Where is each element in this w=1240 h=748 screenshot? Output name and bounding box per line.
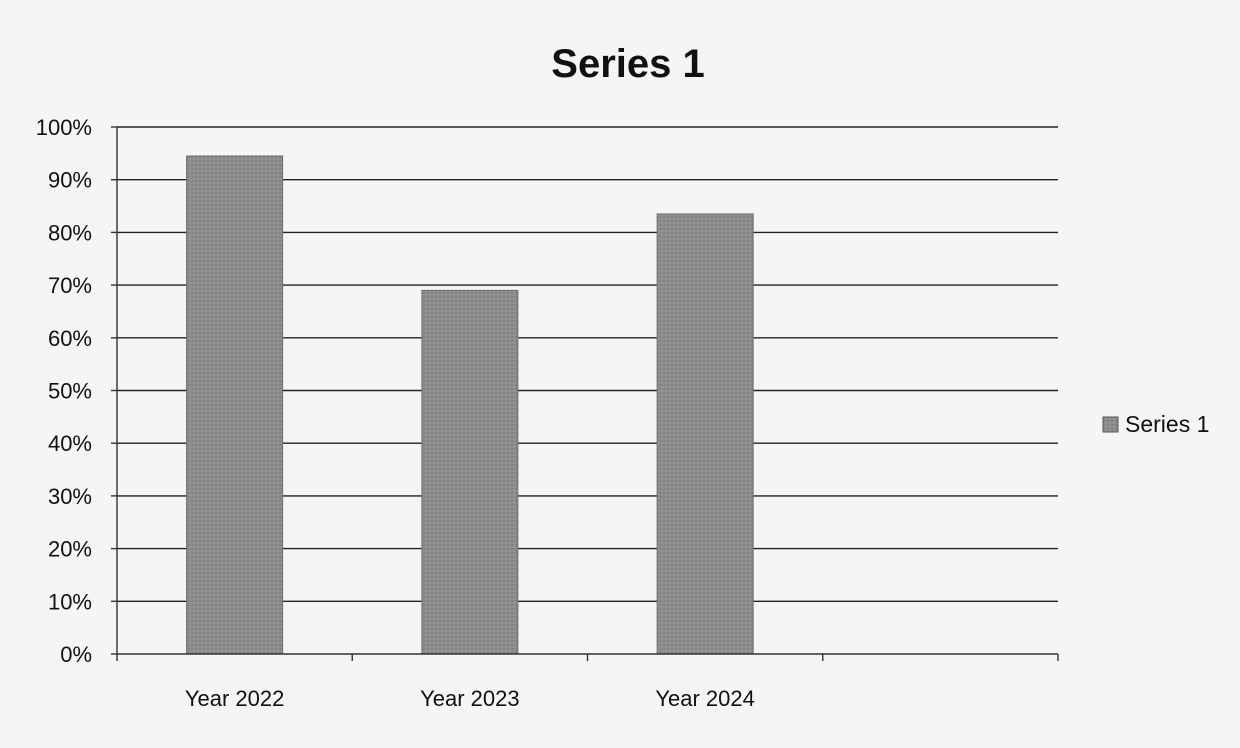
y-tick-label: 70% — [48, 273, 92, 298]
y-tick-label: 80% — [48, 220, 92, 245]
x-tick-label: Year 2022 — [185, 686, 285, 711]
x-tick-label: Year 2023 — [420, 686, 520, 711]
y-tick-label: 20% — [48, 537, 92, 562]
y-tick-label: 50% — [48, 379, 92, 404]
bar — [656, 213, 754, 655]
legend: Series 1 — [1102, 411, 1209, 437]
y-tick-label: 30% — [48, 484, 92, 509]
chart-title: Series 1 — [551, 42, 704, 86]
y-tick-label: 90% — [48, 168, 92, 193]
bar — [186, 155, 284, 655]
bars — [186, 155, 754, 655]
axes — [116, 127, 1059, 661]
x-tick-label: Year 2024 — [655, 686, 755, 711]
y-tick-labels: 0% 10% 20% 30% 40% 50% 60% 70% 80% 90% 100% — [36, 115, 92, 667]
y-tick-label: 0% — [60, 642, 92, 667]
x-tick-labels: Year 2022 Year 2023 Year 2024 — [185, 686, 755, 711]
y-tick-label: 10% — [48, 589, 92, 614]
y-tick-label: 40% — [48, 431, 92, 456]
y-tick-label: 100% — [36, 115, 92, 140]
legend-swatch — [1102, 416, 1119, 433]
legend-label: Series 1 — [1125, 411, 1209, 437]
y-tick-label: 60% — [48, 326, 92, 351]
bar — [421, 289, 519, 655]
